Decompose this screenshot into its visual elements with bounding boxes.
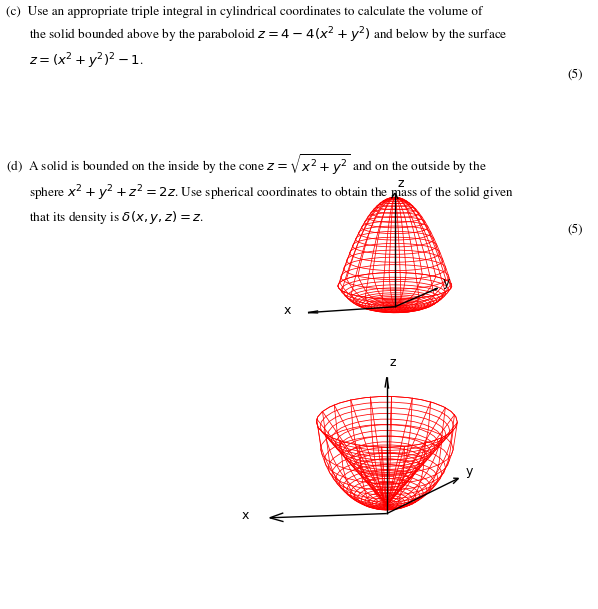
Text: (c)  Use an appropriate triple integral in cylindrical coordinates to calculate : (c) Use an appropriate triple integral i… [6, 6, 508, 71]
Text: (5): (5) [568, 224, 583, 235]
Text: (d)  A solid is bounded on the inside by the cone $z = \sqrt{x^2 + y^2}$ and on : (d) A solid is bounded on the inside by … [6, 152, 514, 226]
Text: (5): (5) [568, 69, 583, 81]
